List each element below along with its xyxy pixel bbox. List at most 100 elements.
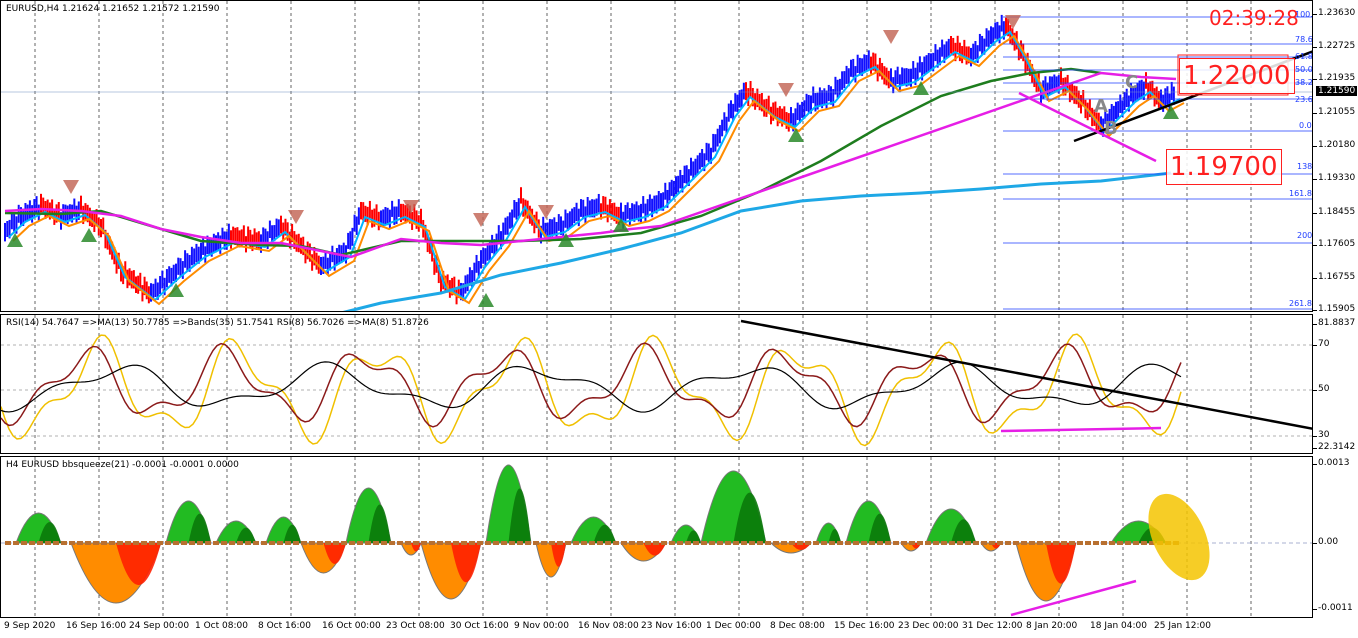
bbs-squeeze-dot: [421, 541, 427, 545]
symbol-header: EURUSD,H4 1.21624 1.21652 1.21572 1.2159…: [6, 4, 220, 14]
price-tick: 1.21055: [1312, 107, 1356, 117]
bbsqueeze-indicator-pane[interactable]: H4 EURUSD bbsqueeze(21) -0.0001 -0.0001 …: [0, 456, 1313, 618]
fib-label-261: 261.8: [1289, 299, 1312, 308]
time-axis-label: 23 Oct 08:00: [386, 621, 445, 631]
bbs-squeeze-dot: [397, 541, 403, 545]
bbs-positive-dark: [188, 513, 211, 543]
buy-arrow-icon: [81, 228, 97, 242]
bbs-squeeze-dot: [349, 541, 355, 545]
time-axis-label: 16 Sep 16:00: [66, 621, 127, 631]
bbs-squeeze-dot: [357, 541, 363, 545]
price-chart-pane[interactable]: EURUSD,H4 1.21624 1.21652 1.21572 1.2159…: [0, 0, 1313, 312]
buy-arrow-icon: [478, 293, 494, 307]
bbs-squeeze-dot: [845, 541, 851, 545]
fib-label-100: 100.0: [1295, 10, 1313, 19]
price-tick: 1.23630: [1312, 8, 1356, 18]
bbs-squeeze-dot: [877, 541, 883, 545]
bbs-negative-dark: [411, 543, 421, 552]
bbs-squeeze-dot: [365, 541, 371, 545]
bbs-squeeze-dot: [781, 541, 787, 545]
bbs-squeeze-dot: [453, 541, 459, 545]
bbs-squeeze-dot: [621, 541, 627, 545]
sell-arrow-icon: [288, 210, 304, 224]
bbs-squeeze-dot: [341, 541, 347, 545]
rsi-canvas[interactable]: [1, 315, 1313, 454]
bbs-squeeze-dot: [333, 541, 339, 545]
bbs-squeeze-dot: [645, 541, 651, 545]
bbs-squeeze-dot: [405, 541, 411, 545]
bbs-squeeze-dot: [165, 541, 171, 545]
bbs-squeeze-dot: [589, 541, 595, 545]
sell-arrow-icon: [473, 213, 489, 227]
buy-arrow-icon: [7, 233, 23, 247]
bbs-squeeze-dot: [533, 541, 539, 545]
bbs-squeeze-dot: [301, 541, 307, 545]
bbs-squeeze-dot: [21, 541, 27, 545]
time-axis-label: 25 Jan 12:00: [1154, 621, 1211, 631]
bbs-squeeze-dot: [549, 541, 555, 545]
bbs-squeeze-dot: [829, 541, 835, 545]
bbs-squeeze-dot: [1085, 541, 1091, 545]
bbs-squeeze-dot: [933, 541, 939, 545]
time-axis-label: 1 Dec 00:00: [706, 621, 761, 631]
bbs-squeeze-dot: [637, 541, 643, 545]
time-axis[interactable]: 9 Sep 2020 16 Sep 16:00 24 Sep 00:00 1 Oct …: [0, 618, 1313, 638]
bbs-squeeze-dot: [613, 541, 619, 545]
rsi-ma-line: [1, 361, 1182, 413]
price-tick: 1.17605: [1312, 239, 1356, 249]
bbs-squeeze-dot: [509, 541, 515, 545]
bbs-squeeze-dot: [1021, 541, 1027, 545]
bbs-squeeze-dot: [757, 541, 763, 545]
price-chart-canvas[interactable]: [1, 1, 1313, 312]
bbs-squeeze-dot: [605, 541, 611, 545]
buy-arrow-icon: [168, 283, 184, 297]
time-axis-label: 16 Oct 00:00: [322, 621, 381, 631]
bbs-squeeze-dot: [381, 541, 387, 545]
bbs-squeeze-dot: [981, 541, 987, 545]
bbs-squeeze-dot: [141, 541, 147, 545]
bbs-squeeze-dot: [461, 541, 467, 545]
bbs-positive-dark: [733, 492, 766, 543]
bbs-squeeze-dot: [677, 541, 683, 545]
bbsqueeze-canvas[interactable]: [1, 457, 1313, 618]
bbs-squeeze-dot: [309, 541, 315, 545]
bbs-squeeze-dot: [965, 541, 971, 545]
pattern-label-c: C: [1125, 72, 1139, 93]
rsi-tick: 50: [1312, 384, 1330, 394]
bbs-squeeze-dot: [117, 541, 123, 545]
pattern-label-a: A: [1094, 96, 1108, 117]
price-tick: 1.15905: [1312, 304, 1356, 314]
fib-label-138: 138: [1297, 162, 1313, 171]
bbs-squeeze-dot: [445, 541, 451, 545]
sell-arrow-icon: [883, 30, 899, 44]
bbs-squeeze-dot: [501, 541, 507, 545]
rsi-indicator-pane[interactable]: RSI(14) 54.7647 =>MA(13) 50.7785 =>Bands…: [0, 314, 1313, 454]
bbs-squeeze-dot: [813, 541, 819, 545]
bbs-squeeze-dot: [277, 541, 283, 545]
bbs-squeeze-dot: [885, 541, 891, 545]
bbs-squeeze-dot: [989, 541, 995, 545]
fib-label-200: 200: [1297, 231, 1313, 240]
bbs-squeeze-dot: [773, 541, 779, 545]
bbs-squeeze-dot: [77, 541, 83, 545]
time-axis-label: 31 Dec 12:00: [962, 621, 1023, 631]
bbs-squeeze-dot: [53, 541, 59, 545]
bbs-squeeze-dot: [565, 541, 571, 545]
bbs-squeeze-dot: [717, 541, 723, 545]
fib-label-0: 0.0: [1299, 121, 1312, 130]
price-axis[interactable]: 1.23630 1.22725 1.21935 1.21590 1.21055 …: [1312, 0, 1358, 638]
bbs-squeeze-dot: [149, 541, 155, 545]
bbs-squeeze-dot: [413, 541, 419, 545]
time-axis-label: 8 Dec 08:00: [770, 621, 825, 631]
bbs-squeeze-dot: [669, 541, 675, 545]
rsi-slow-line: [1, 342, 1182, 428]
bbs-squeeze-dot: [749, 541, 755, 545]
bbs-squeeze-dot: [157, 541, 163, 545]
time-axis-label: 1 Oct 08:00: [195, 621, 248, 631]
bbs-squeeze-dot: [653, 541, 659, 545]
bbs-squeeze-dot: [317, 541, 323, 545]
bbsqueeze-header: H4 EURUSD bbsqueeze(21) -0.0001 -0.0001 …: [6, 460, 239, 470]
bbs-squeeze-dot: [45, 541, 51, 545]
price-tick: 1.22725: [1312, 41, 1356, 51]
bbs-squeeze-dot: [685, 541, 691, 545]
